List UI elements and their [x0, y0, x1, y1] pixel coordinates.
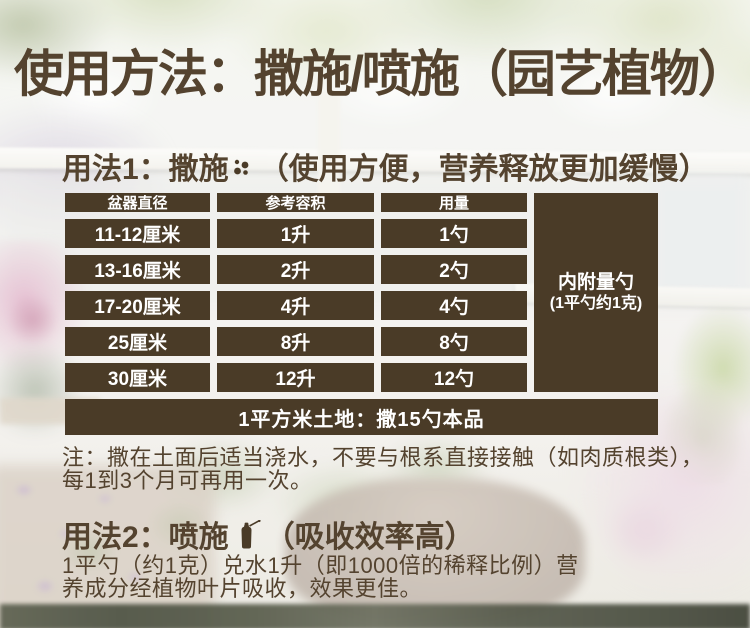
usage-note: 注：撒在土面后适当浇水，不要与根系直接接触（如肉质根类）， 每1到3个月可再用一… [62, 446, 704, 492]
background-flower-pot [285, 478, 585, 623]
table-cell: 8升 [217, 327, 374, 356]
table-cell: 12升 [217, 363, 374, 392]
dosage-table: 内附量勺 (1平勺约1克) 盆器直径 参考容积 用量 11-12厘米 1升 1勺… [65, 193, 658, 435]
page-title: 使用方法：撒施/喷施（园艺植物） [14, 46, 748, 102]
table-cell: 1勺 [381, 219, 527, 248]
method1-heading: 用法1：撒施 （使用方便，营养释放更加缓慢） [62, 144, 709, 188]
method2-desc-line1: 1平勺（约1克）兑水1升（即1000倍的稀释比例）营 [62, 553, 579, 578]
table-cell: 30厘米 [65, 363, 210, 392]
background-haze-right [650, 175, 750, 300]
sprayer-icon [232, 520, 262, 552]
usage-note-line2: 每1到3个月可再用一次。 [62, 468, 313, 493]
table-header-volume: 参考容积 [217, 193, 374, 212]
table-cell: 25厘米 [65, 327, 210, 356]
method2-label: 用法2：喷施 [62, 521, 229, 554]
table-cell: 13-16厘米 [65, 255, 210, 284]
side-note-line1: 内附量勺 [557, 271, 634, 293]
method1-label: 用法1：撒施 [62, 153, 229, 186]
table-cell: 8勺 [381, 327, 527, 356]
table-side-note: 内附量勺 (1平勺约1克) [534, 193, 658, 392]
table-header-dosage: 用量 [381, 193, 527, 212]
table-cell: 1升 [217, 219, 374, 248]
background-fence-post [318, 92, 340, 200]
method2-paren-note: （吸收效率高） [264, 521, 475, 554]
background-planter-strip-bottom [0, 604, 750, 628]
table-cell: 4升 [217, 291, 374, 320]
table-header-pot-diameter: 盆器直径 [65, 193, 210, 212]
table-footer-note: 1平方米土地：撒15勺本品 [65, 399, 658, 435]
method2-desc-line2: 养成分经植物叶片吸收，效果更佳。 [62, 576, 423, 601]
table-cell: 2勺 [381, 255, 527, 284]
method1-paren-note: （使用方便，营养释放更加缓慢） [258, 153, 709, 186]
table-cell: 11-12厘米 [65, 219, 210, 248]
method2-description: 1平勺（约1克）兑水1升（即1000倍的稀释比例）营 养成分经植物叶片吸收，效果… [62, 554, 579, 600]
table-cell: 2升 [217, 255, 374, 284]
usage-note-line1: 注：撒在土面后适当浇水，不要与根系直接接触（如肉质根类）， [62, 445, 704, 470]
background-pink-flower-accent [5, 295, 60, 345]
method2-heading: 用法2：喷施 （吸收效率高） [62, 512, 475, 556]
table-cell: 17-20厘米 [65, 291, 210, 320]
side-note-line2: (1平勺约1克) [549, 295, 643, 313]
table-cell: 12勺 [381, 363, 527, 392]
granules-icon [232, 156, 256, 180]
table-cell: 4勺 [381, 291, 527, 320]
